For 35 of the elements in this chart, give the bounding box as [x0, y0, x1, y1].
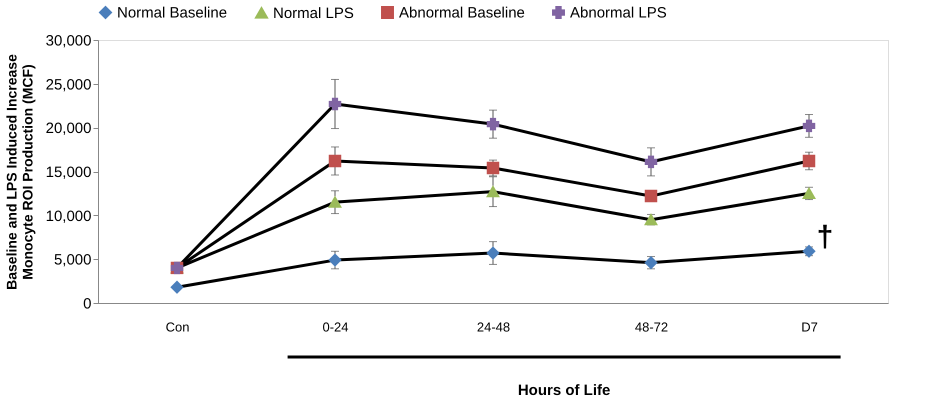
point: [802, 188, 816, 199]
legend-label: Abnormal Baseline: [399, 4, 525, 22]
x-tick-label: 48-72: [634, 320, 668, 334]
point: [328, 254, 342, 266]
point: [802, 154, 816, 168]
point: [486, 186, 500, 198]
y-tick-label: 30,000: [46, 32, 92, 50]
point: [644, 156, 658, 168]
legend-label: Normal LPS: [273, 4, 354, 22]
annotation: †: [816, 220, 834, 254]
point: [644, 256, 658, 269]
y-tick-label: 10,000: [46, 208, 92, 225]
x-tick-label: D7: [801, 320, 818, 334]
point: [328, 98, 342, 110]
legend-label: Normal Baseline: [117, 4, 228, 22]
point: [644, 190, 658, 202]
y-tick-label: 15,000: [46, 164, 92, 181]
point: [328, 196, 342, 208]
point: [486, 246, 500, 260]
legend-label: Abnormal LPS: [570, 4, 667, 22]
point: [170, 280, 184, 294]
x-axis-title: Hours of Life: [518, 382, 610, 399]
y-tick-label: 0: [83, 296, 92, 312]
x-tick-label: Con: [166, 320, 190, 334]
y-tick-label: 20,000: [46, 120, 92, 138]
x-tick-label: 24-48: [476, 320, 510, 334]
point: [328, 154, 342, 168]
point: [802, 120, 816, 132]
x-tick-label: 0-24: [322, 320, 349, 334]
y-tick-label: 25,000: [46, 76, 92, 94]
point: [802, 245, 816, 258]
y-axis-title: Baseline and LPS Induced Increase Monocyte ROI Production (MCF): [4, 54, 36, 290]
point: [486, 118, 500, 130]
point: [644, 214, 658, 226]
y-tick-label: 5,000: [54, 252, 92, 269]
